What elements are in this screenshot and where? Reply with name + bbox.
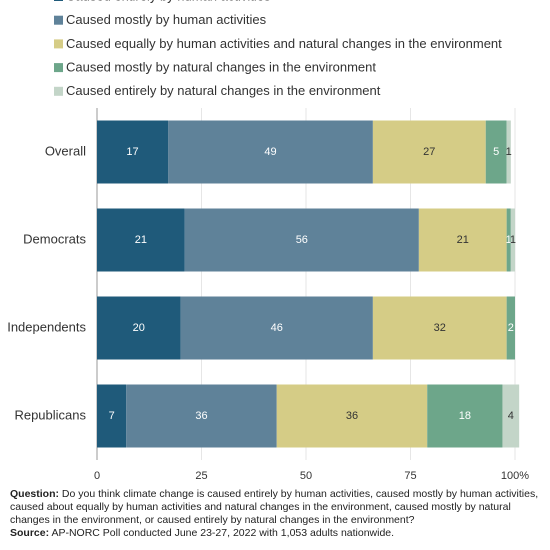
data-label: 46: [271, 322, 283, 334]
bar-segment: [180, 296, 373, 360]
bar-segment: [97, 208, 185, 272]
y-tick-label: Republicans: [14, 407, 86, 422]
bar-segment: [510, 208, 515, 272]
bar-segment: [126, 384, 277, 448]
x-tick-label: 50: [300, 470, 312, 482]
data-label: 7: [109, 410, 115, 422]
data-label: 20: [133, 322, 145, 334]
data-label: 4: [508, 410, 514, 422]
question-label: Question:: [10, 488, 59, 500]
bar-segment: [184, 208, 419, 272]
legend-swatch: [54, 0, 63, 1]
x-tick-label: 0: [94, 470, 100, 482]
data-label: 21: [135, 234, 147, 246]
data-label: 5: [493, 146, 499, 158]
legend-swatch: [54, 86, 63, 96]
data-label: 18: [459, 410, 471, 422]
bar-segment: [97, 384, 127, 448]
data-label: 27: [423, 146, 435, 158]
bar-segment: [97, 296, 181, 360]
legend-label: Caused entirely by natural changes in th…: [66, 83, 381, 98]
x-tick-label: 75: [404, 470, 416, 482]
data-label: 17: [126, 146, 138, 158]
legend-swatch: [54, 39, 63, 49]
x-tick-label: 100%: [501, 470, 529, 482]
data-label: 21: [457, 234, 469, 246]
y-tick-label: Overall: [45, 143, 86, 158]
bar-segment: [418, 208, 507, 272]
source-text: AP-NORC Poll conducted June 23-27, 2022 …: [51, 527, 395, 539]
question-note: Question: Do you think climate change is…: [10, 488, 540, 527]
y-tick-label: Independents: [7, 319, 86, 334]
data-label: 49: [264, 146, 276, 158]
bar-segment: [506, 120, 511, 184]
bar-segment: [97, 120, 169, 184]
y-tick-label: Democrats: [23, 231, 86, 246]
footnote: Question: Do you think climate change is…: [10, 488, 540, 540]
legend-swatch: [54, 63, 63, 73]
x-tick-label: 25: [195, 470, 207, 482]
data-label: 36: [195, 410, 207, 422]
bar-segment: [502, 384, 520, 448]
question-text: Do you think climate change is caused en…: [10, 488, 539, 526]
bar-segment: [372, 296, 507, 360]
bar-segment: [506, 208, 511, 272]
data-label: 56: [296, 234, 308, 246]
data-label: 2: [508, 322, 514, 334]
legend-label: Caused mostly by human activities: [66, 12, 267, 27]
legend-label: Caused mostly by natural changes in the …: [66, 60, 376, 75]
source-label: Source:: [10, 527, 50, 539]
bar-segment: [276, 384, 428, 448]
legend-label: Caused equally by human activities and n…: [66, 36, 502, 51]
source-note: Source: AP-NORC Poll conducted June 23-2…: [10, 527, 540, 540]
data-label: 36: [346, 410, 358, 422]
legend-swatch: [54, 15, 63, 25]
chart: Caused entirely by human activities Cause…: [7, 0, 529, 482]
data-label: 1: [506, 146, 512, 158]
data-label: 1: [510, 234, 516, 246]
data-label: 32: [434, 322, 446, 334]
bar-segment: [372, 120, 486, 184]
data-label: 1: [506, 234, 512, 246]
bar-segment: [168, 120, 373, 184]
bar-segment: [427, 384, 503, 448]
bar-segment: [506, 296, 515, 360]
bar-segment: [485, 120, 507, 184]
legend-label: Caused entirely by human activities: [66, 0, 271, 3]
